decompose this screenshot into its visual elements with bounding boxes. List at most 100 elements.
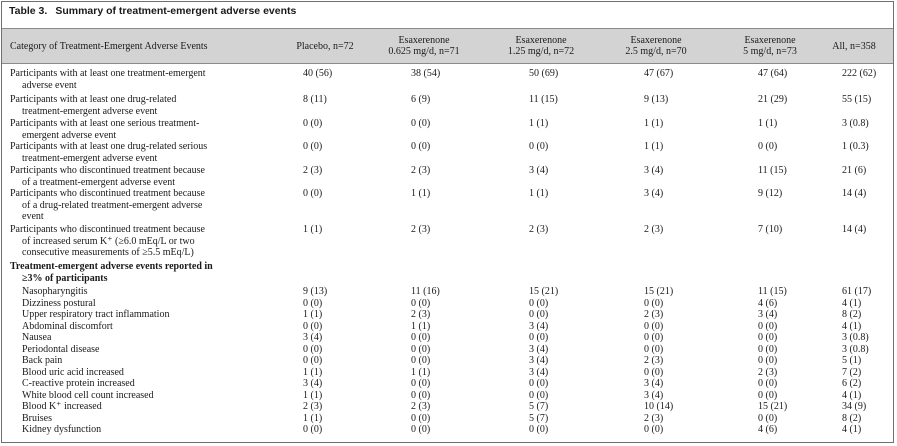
row-label-discontinued-drug-related: Participants who discontinued treatment … <box>10 188 205 222</box>
event-name: Periodontal disease <box>22 343 100 355</box>
event-value-cell: 11 (16) <box>411 286 440 297</box>
event-name: Blood K⁺ increased <box>22 401 102 412</box>
cell-dose-5: 1 (1) <box>758 118 778 129</box>
event-value-cell: 0 (0) <box>411 412 431 424</box>
event-value-cell: 1 (1) <box>411 320 431 332</box>
event-value-cell: 0 (0) <box>529 309 549 320</box>
col-header-dose-0625: Esaxerenone 0.625 mg/d, n=71 <box>388 35 460 57</box>
event-value-cell: 0 (0) <box>644 297 664 309</box>
event-value-cell: 0 (0) <box>411 424 431 435</box>
event-value-cell: 4 (1) <box>842 389 862 401</box>
event-value-cell: 3 (4) <box>529 366 549 378</box>
event-value-cell: 0 (0) <box>644 332 664 343</box>
cell-dose-25: 9 (13) <box>644 94 669 105</box>
event-value-cell: 0 (0) <box>411 355 431 366</box>
cell-dose-5: 0 (0) <box>758 141 778 152</box>
event-value-cell: 2 (3) <box>758 366 778 378</box>
cell-dose-25: 1 (1) <box>644 118 664 129</box>
event-value-cell: 4 (1) <box>842 424 862 435</box>
cell-dose-0625: 2 (3) <box>411 224 431 235</box>
event-value-cell: 0 (0) <box>411 332 431 343</box>
col-header-dose-25: Esaxerenone 2.5 mg/d, n=70 <box>625 35 687 57</box>
event-value-cell: 3 (0.8) <box>842 343 869 355</box>
event-value-cell: 0 (0) <box>644 424 664 435</box>
event-value-cell: 0 (0) <box>644 320 664 332</box>
event-value-cell: 4 (1) <box>842 320 862 332</box>
cell-dose-25: 1 (1) <box>644 141 664 152</box>
cell-all: 21 (6) <box>842 165 867 176</box>
cell-all: 3 (0.8) <box>842 118 869 129</box>
event-value-cell: 0 (0) <box>303 355 323 366</box>
event-value-cell: 3 (0.8) <box>842 332 869 343</box>
event-value-cell: 2 (3) <box>303 401 323 412</box>
event-value-cell: 0 (0) <box>758 412 778 424</box>
event-value-cell: 0 (0) <box>644 366 664 378</box>
event-name: White blood cell count increased <box>22 389 154 401</box>
event-value-cell: 3 (4) <box>644 389 664 401</box>
event-value-cell: 3 (4) <box>529 320 549 332</box>
cell-dose-0625: 6 (9) <box>411 94 431 105</box>
event-name: C-reactive protein increased <box>22 378 135 389</box>
cell-dose-125: 50 (69) <box>529 68 559 79</box>
event-value-cell: 15 (21) <box>529 286 559 297</box>
event-value-cell: 3 (4) <box>303 332 323 343</box>
event-value-cell: 3 (4) <box>529 355 549 366</box>
cell-placebo: 8 (11) <box>303 94 327 105</box>
col-header-category: Category of Treatment-Emergent Adverse E… <box>10 41 208 52</box>
row-label-discontinued-serum-k: Participants who discontinued treatment … <box>10 224 205 258</box>
event-name: Dizziness postural <box>22 297 96 309</box>
event-value-cell: 0 (0) <box>411 343 431 355</box>
event-value-cell: 1 (1) <box>303 309 323 320</box>
event-value-cell: 3 (4) <box>529 343 549 355</box>
event-value-cell: 0 (0) <box>303 297 323 309</box>
cell-dose-5: 9 (12) <box>758 188 783 199</box>
event-value-cell: 4 (6) <box>758 424 778 435</box>
event-name: Nasopharyngitis <box>22 286 88 297</box>
event-value-cell: 1 (1) <box>303 366 323 378</box>
event-name: Abdominal discomfort <box>22 320 113 332</box>
event-name: Blood uric acid increased <box>22 366 124 378</box>
cell-dose-25: 47 (67) <box>644 68 674 79</box>
table-title: Summary of treatment-emergent adverse ev… <box>55 5 297 17</box>
event-value-cell: 1 (1) <box>411 366 431 378</box>
event-value-cell: 0 (0) <box>529 389 549 401</box>
cell-dose-125: 11 (15) <box>529 94 558 105</box>
event-name: Bruises <box>22 412 52 424</box>
event-value-cell: 2 (3) <box>644 412 664 424</box>
event-value-cell: 8 (2) <box>842 412 862 424</box>
event-value-cell: 15 (21) <box>644 286 674 297</box>
row-label-drug-related-teae: Participants with at least one drug-rela… <box>10 94 177 117</box>
event-value-cell: 34 (9) <box>842 401 867 412</box>
cell-placebo: 0 (0) <box>303 188 323 199</box>
cell-all: 14 (4) <box>842 188 867 199</box>
table-number: Table 3. <box>9 5 48 17</box>
col-header-dose-5: Esaxerenone 5 mg/d, n=73 <box>743 35 797 57</box>
event-value-cell: 9 (13) <box>303 286 328 297</box>
event-value-cell: 3 (4) <box>303 378 323 389</box>
col-header-all: All, n=358 <box>832 41 876 52</box>
col-header-placebo: Placebo, n=72 <box>296 41 354 52</box>
event-value-cell: 0 (0) <box>303 320 323 332</box>
event-value-cell: 2 (3) <box>411 309 431 320</box>
cell-dose-25: 2 (3) <box>644 224 664 235</box>
row-label-discontinued-teae: Participants who discontinued treatment … <box>10 165 205 188</box>
event-name: Upper respiratory tract inflammation <box>22 309 170 320</box>
cell-dose-5: 11 (15) <box>758 165 787 176</box>
event-name: Nausea <box>22 332 52 343</box>
cell-dose-0625: 2 (3) <box>411 165 431 176</box>
cell-all: 55 (15) <box>842 94 872 105</box>
event-value-cell: 10 (14) <box>644 401 674 412</box>
row-label-serious-teae: Participants with at least one serious t… <box>10 118 200 141</box>
event-value-cell: 11 (15) <box>758 286 787 297</box>
cell-all: 222 (62) <box>842 68 877 79</box>
event-value-cell: 0 (0) <box>529 378 549 389</box>
event-value-cell: 5 (1) <box>842 355 862 366</box>
event-value-cell: 1 (1) <box>303 389 323 401</box>
event-value-cell: 0 (0) <box>529 332 549 343</box>
cell-placebo: 2 (3) <box>303 165 323 176</box>
cell-placebo: 0 (0) <box>303 141 323 152</box>
cell-dose-5: 47 (64) <box>758 68 788 79</box>
section-header-ae-3pct: Treatment-emergent adverse events report… <box>10 261 213 284</box>
cell-placebo: 40 (56) <box>303 68 333 79</box>
event-value-cell: 6 (2) <box>842 378 862 389</box>
